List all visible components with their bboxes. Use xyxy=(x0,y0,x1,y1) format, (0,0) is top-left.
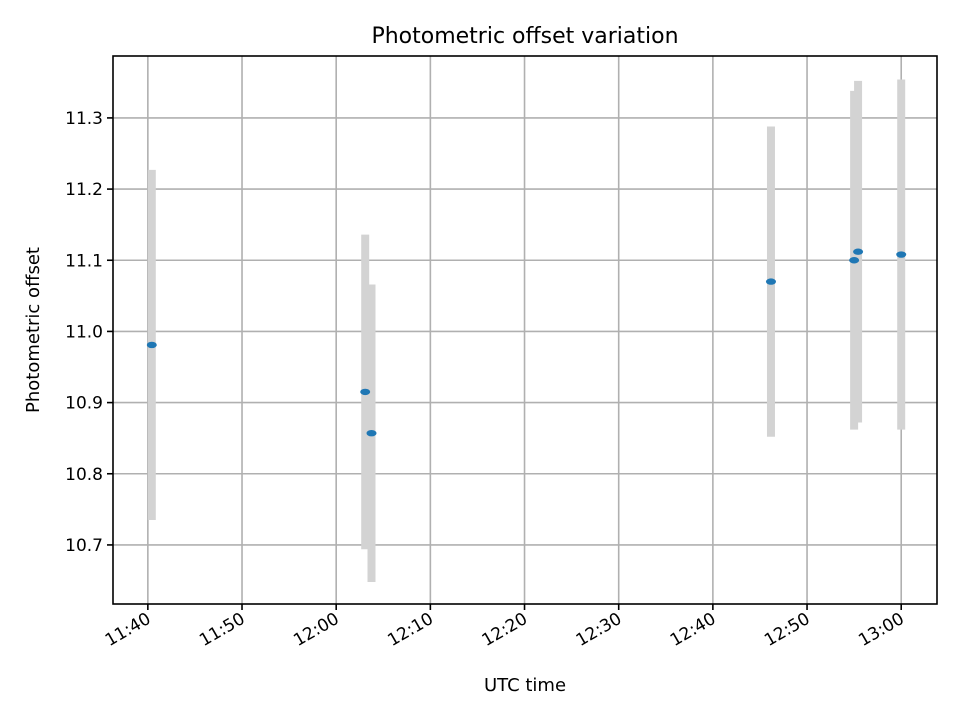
data-point xyxy=(849,257,860,264)
data-point xyxy=(366,429,377,437)
data-point xyxy=(360,388,371,396)
y-tick-label: 10.7 xyxy=(65,536,103,556)
data-point xyxy=(853,248,864,255)
y-tick-label: 11.3 xyxy=(65,109,103,129)
data-point xyxy=(896,251,907,258)
data-points xyxy=(146,248,907,437)
data-point xyxy=(146,341,157,349)
y-tick-label: 11.1 xyxy=(65,251,103,271)
y-tick-label: 10.9 xyxy=(65,394,103,414)
y-tick-label: 11.0 xyxy=(65,322,103,342)
y-axis-label: Photometric offset xyxy=(23,247,44,413)
y-tick-label: 11.2 xyxy=(65,180,103,200)
chart-title: Photometric offset variation xyxy=(371,24,678,49)
y-tick-label: 10.8 xyxy=(65,465,103,485)
data-point xyxy=(765,278,776,285)
x-axis-label: UTC time xyxy=(484,675,566,696)
